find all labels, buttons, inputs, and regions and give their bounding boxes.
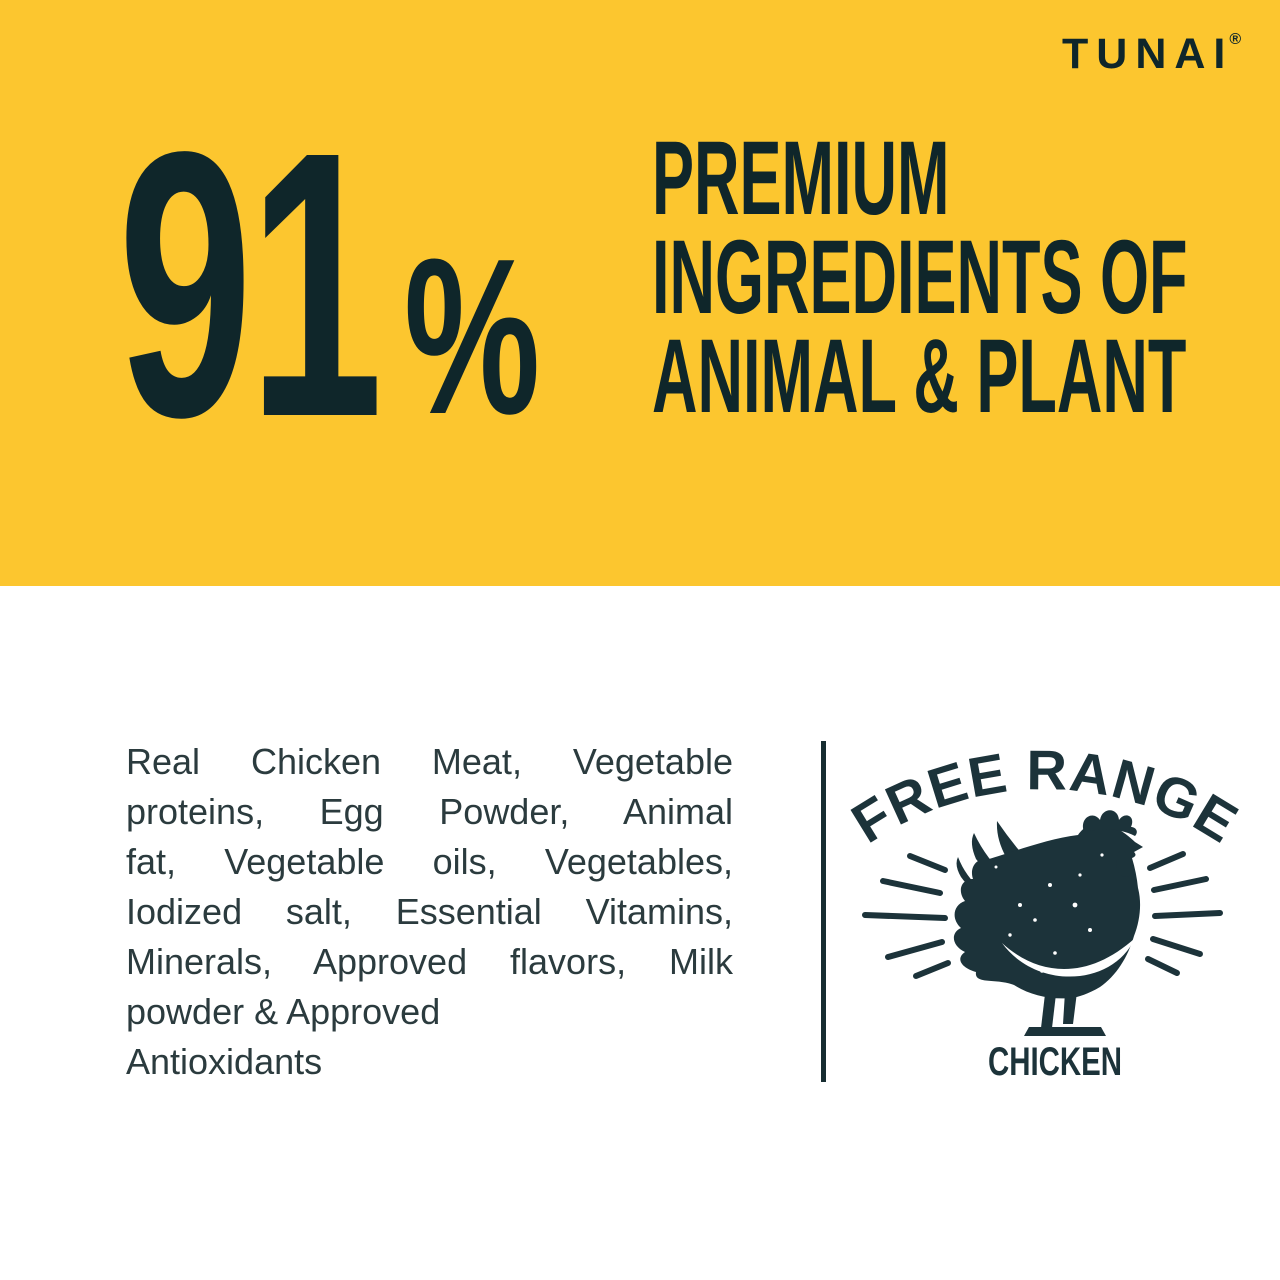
ingredient-line: powder & Approved [126, 991, 441, 1032]
rooster-icon [953, 810, 1143, 1036]
badge-chicken-label: CHICKEN [988, 1040, 1122, 1084]
free-range-chicken-badge: FREE RANGE [850, 738, 1249, 1084]
speckle-texture [994, 853, 1104, 975]
headline: PREMIUM INGREDIENTS OF ANIMAL & PLANT [652, 120, 1280, 435]
ingredient-line: fat, Vegetable oils, Vegetables, [126, 841, 733, 882]
badge-arc-text: FREE RANGE [850, 738, 1249, 855]
headline-line: ANIMAL & PLANT [652, 318, 1187, 435]
stat-value: 91 [118, 74, 383, 496]
ingredient-line: proteins, Egg Powder, Animal [126, 791, 733, 832]
headline-line: INGREDIENTS OF [652, 219, 1188, 336]
sunburst-rays-left-icon [862, 853, 951, 979]
brand-logo-text: TUNAI [1062, 30, 1234, 78]
hero-section: TUNAI® 91 % PREMIUM INGREDIENTS OF ANIMAL … [0, 0, 1280, 586]
ingredient-line: Minerals, Approved flavors, Milk [126, 941, 733, 982]
ingredient-line: Iodized salt, Essential Vitamins, [126, 891, 733, 932]
ingredients-paragraph: Real Chicken Meat, Vegetable proteins, Eg… [126, 737, 733, 1087]
ingredient-line: Real Chicken Meat, Vegetable [126, 741, 733, 782]
headline-line: PREMIUM [652, 120, 950, 237]
sunburst-rays-right-icon [1145, 851, 1223, 976]
registered-mark-icon: ® [1229, 31, 1242, 48]
percent-sign: % [404, 213, 541, 461]
brand-logo: TUNAI® [1062, 30, 1245, 79]
ingredient-line: Antioxidants [126, 1041, 323, 1082]
section-divider [821, 741, 826, 1082]
